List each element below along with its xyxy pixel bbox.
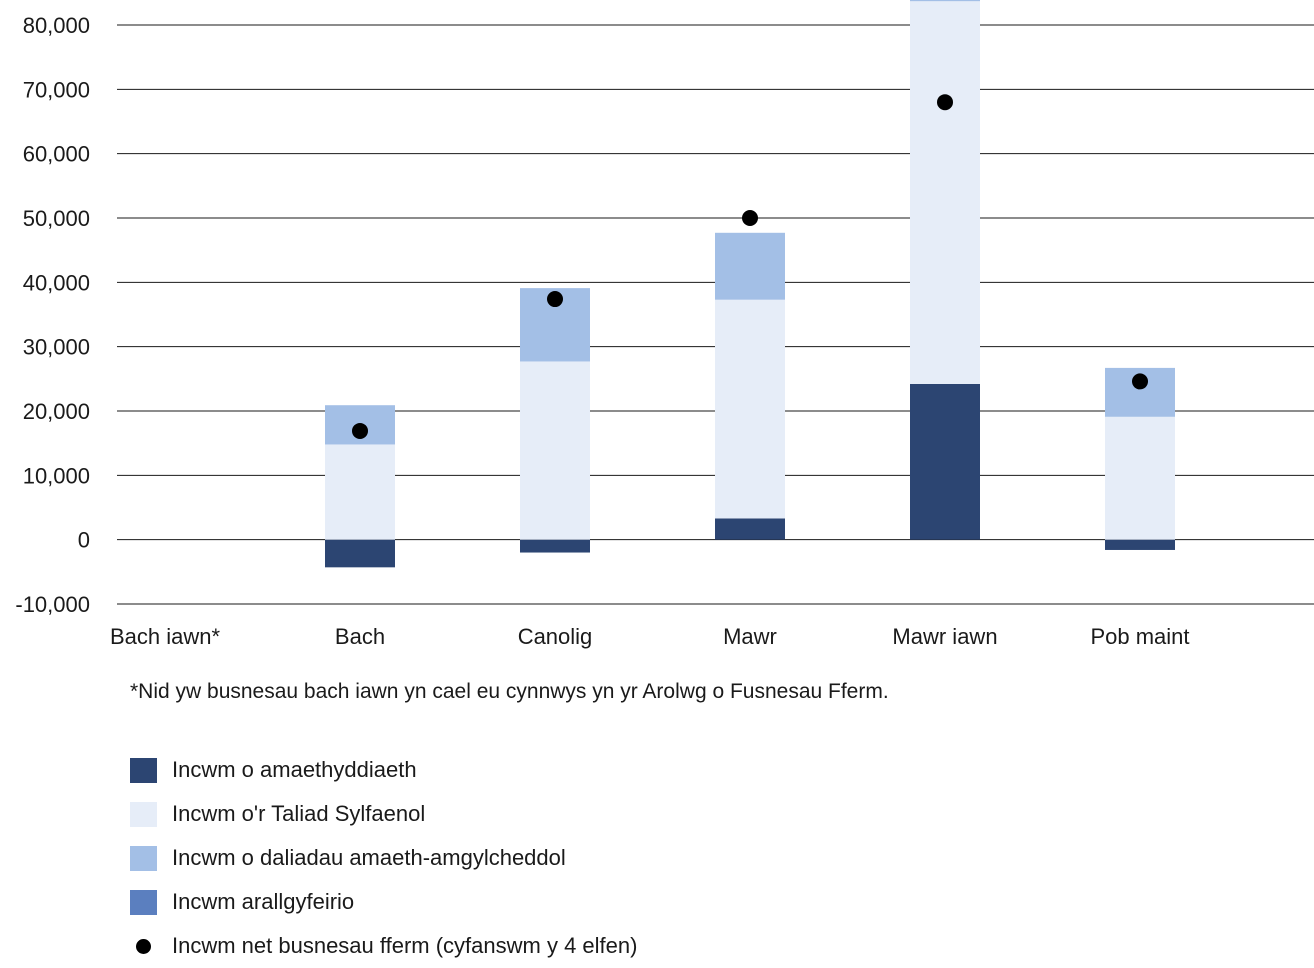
net-income-point bbox=[1132, 373, 1148, 390]
x-category-label: Pob maint bbox=[1090, 624, 1189, 649]
bar-segment bbox=[910, 383, 980, 540]
y-tick-label: 80,000 bbox=[23, 13, 90, 38]
x-category-label: Mawr iawn bbox=[892, 624, 997, 649]
bar-segment bbox=[520, 361, 590, 540]
legend-swatch-diversification bbox=[130, 889, 157, 915]
x-category-label: Mawr bbox=[723, 624, 777, 649]
legend-swatch-agri-environment bbox=[130, 845, 157, 871]
y-tick-label: 30,000 bbox=[23, 335, 90, 360]
y-tick-label: 40,000 bbox=[23, 270, 90, 295]
net-income-point bbox=[742, 210, 758, 226]
legend-label-agriculture: Incwm o amaethyddiaeth bbox=[172, 757, 417, 782]
y-tick-label: -10,000 bbox=[15, 592, 90, 617]
bar-segment bbox=[1105, 416, 1175, 540]
legend-label-diversification: Incwm arallgyfeirio bbox=[172, 889, 355, 914]
legend-item-diversification: Incwm arallgyfeirio bbox=[130, 880, 637, 924]
legend-marker-net-income bbox=[136, 938, 151, 954]
y-tick-label: 0 bbox=[78, 528, 90, 553]
legend-item-basic-payment: Incwm o'r Taliad Sylfaenol bbox=[130, 792, 637, 836]
chart-footnote: *Nid yw busnesau bach iawn yn cael eu cy… bbox=[130, 680, 889, 703]
legend-item-net-income: Incwm net busnesau fferm (cyfanswm y 4 e… bbox=[130, 924, 637, 968]
y-tick-label: 70,000 bbox=[23, 77, 90, 102]
bar-segment bbox=[715, 518, 785, 540]
legend-label-agri-environment: Incwm o daliadau amaeth-amgylcheddol bbox=[172, 845, 566, 870]
net-income-point bbox=[937, 94, 953, 111]
bar-segment bbox=[910, 0, 980, 2]
stacked-bar-chart: -10,000 0 10,000 20,000 30,000 40,000 50,000 60… bbox=[15, 0, 1314, 649]
legend-item-agri-environment: Incwm o daliadau amaeth-amgylcheddol bbox=[130, 836, 637, 880]
x-category-label: Bach bbox=[335, 624, 385, 649]
net-income-point bbox=[547, 291, 563, 308]
bar-segment bbox=[325, 539, 395, 568]
bar-segment bbox=[715, 232, 785, 300]
x-category-label: Bach iawn* bbox=[110, 624, 221, 649]
y-tick-label: 60,000 bbox=[23, 142, 90, 167]
y-tick-label: 10,000 bbox=[23, 463, 90, 488]
bar-segment bbox=[520, 539, 590, 553]
legend-label-net-income: Incwm net busnesau fferm (cyfanswm y 4 e… bbox=[172, 933, 638, 958]
y-tick-label: 20,000 bbox=[23, 399, 90, 424]
bar-segment bbox=[325, 444, 395, 540]
chart-legend: Incwm o amaethyddiaeth Incwm o'r Taliad … bbox=[130, 748, 637, 968]
net-income-point bbox=[352, 422, 368, 439]
bar-segment bbox=[1105, 539, 1175, 550]
legend-label-basic-payment: Incwm o'r Taliad Sylfaenol bbox=[172, 801, 426, 826]
x-category-label: Canolig bbox=[518, 624, 593, 649]
bar-segment bbox=[910, 1, 980, 384]
legend-swatch-basic-payment bbox=[130, 801, 157, 827]
legend-item-agriculture: Incwm o amaethyddiaeth bbox=[130, 748, 637, 792]
bar-segment bbox=[715, 299, 785, 519]
y-tick-label: 50,000 bbox=[23, 206, 90, 231]
legend-swatch-agriculture bbox=[130, 757, 157, 783]
